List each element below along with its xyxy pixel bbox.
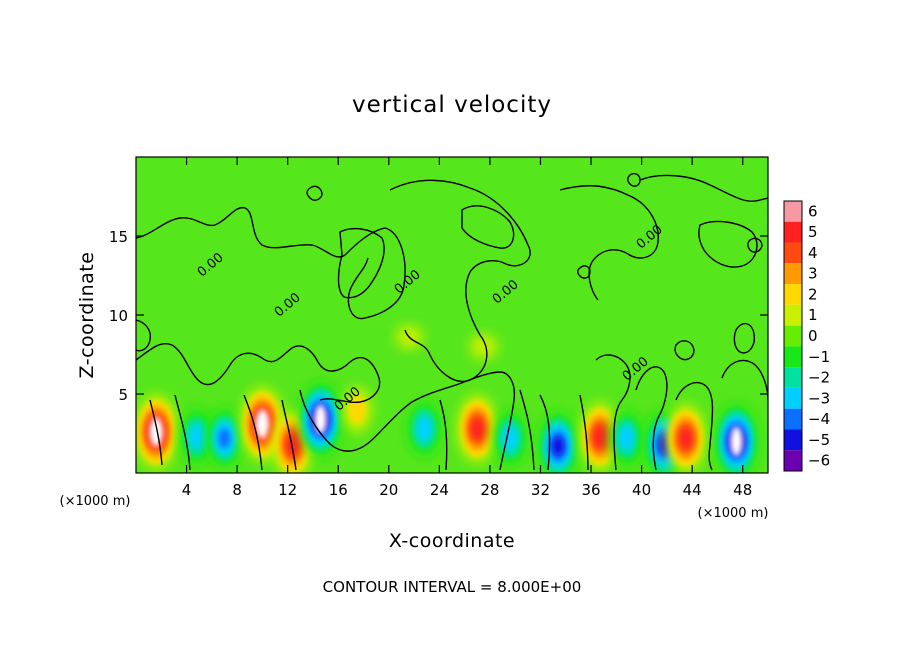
colorbar-tick-label: −2 xyxy=(808,369,830,387)
y-tick-label: 5 xyxy=(118,386,128,404)
colorbar-swatch xyxy=(784,367,802,388)
velocity-cell xyxy=(609,410,644,466)
velocity-cell xyxy=(665,404,706,473)
velocity-contour-band xyxy=(552,436,564,456)
colorbar-swatch xyxy=(784,304,802,326)
velocity-field xyxy=(136,325,758,473)
colorbar-swatch xyxy=(784,242,802,264)
colorbar-tick-label: −4 xyxy=(808,410,830,428)
colorbar-swatch xyxy=(784,263,802,285)
chart-title: vertical velocity xyxy=(352,92,552,118)
x-axis-ticks: 4 8 12 16 20 24 28 32 36 40 44 48 xyxy=(182,157,752,499)
velocity-cell xyxy=(342,387,372,433)
colorbar-tick-label: 1 xyxy=(808,306,818,324)
x-tick-label: 8 xyxy=(232,481,242,499)
contour-interval-note: CONTOUR INTERVAL = 8.000E+00 xyxy=(323,578,582,596)
colorbar-tick-label: −3 xyxy=(808,389,830,407)
colorbar-swatch xyxy=(784,201,802,222)
colorbar-swatch xyxy=(784,450,802,471)
colorbar-swatch xyxy=(784,346,802,368)
velocity-contour-band xyxy=(189,424,204,449)
velocity-contour-band xyxy=(469,334,498,359)
colorbar-swatch xyxy=(784,429,802,451)
velocity-cell xyxy=(714,404,758,473)
colorbar-tick-label: 6 xyxy=(808,202,818,220)
colorbar-tick-label: 2 xyxy=(808,285,818,303)
colorbar-swatch xyxy=(784,325,802,347)
x-unit-label-left: (×1000 m) xyxy=(60,494,131,509)
colorbar-tick-label: −6 xyxy=(808,452,830,470)
velocity-cell xyxy=(493,410,527,466)
x-tick-label: 24 xyxy=(430,481,449,499)
x-tick-label: 28 xyxy=(480,481,499,499)
velocity-cell xyxy=(469,334,498,359)
velocity-cell xyxy=(579,402,620,471)
velocity-peak-core xyxy=(730,426,743,457)
velocity-contour-band xyxy=(680,428,692,448)
velocity-peak-core xyxy=(256,409,269,439)
colorbar-tick-label: 3 xyxy=(808,265,818,283)
velocity-cell xyxy=(457,394,498,463)
y-axis-ticks: 5 10 15 xyxy=(109,228,768,404)
colorbar-tick-label: 4 xyxy=(808,244,818,262)
velocity-contour-band xyxy=(502,426,518,451)
velocity-cell xyxy=(298,382,343,457)
x-tick-label: 12 xyxy=(278,481,297,499)
x-tick-label: 40 xyxy=(632,481,651,499)
colorbar-tick-label: 5 xyxy=(808,223,818,241)
velocity-cell xyxy=(538,412,579,473)
colorbar-tick-label: 0 xyxy=(808,327,818,345)
plot-area: 0.000.000.00 0.000.000.000.00 xyxy=(136,157,768,473)
velocity-contour-band xyxy=(348,396,366,424)
velocity-cell xyxy=(407,401,441,457)
colorbar-swatch xyxy=(784,387,802,409)
x-tick-label: 16 xyxy=(329,481,348,499)
velocity-contour-band xyxy=(619,426,634,451)
velocity-contour-band xyxy=(287,435,299,454)
colorbar-swatch xyxy=(784,221,802,243)
velocity-cell xyxy=(136,394,178,470)
velocity-cell xyxy=(206,409,243,468)
velocity-contour-band xyxy=(416,416,432,441)
zero-contour-lines xyxy=(136,172,768,471)
velocity-peak-core xyxy=(150,417,163,447)
colorbar-frame xyxy=(783,200,803,472)
colorbar-swatch xyxy=(784,284,802,305)
colorbar-tick-label: −1 xyxy=(808,348,830,366)
x-axis-label: X-coordinate xyxy=(389,530,515,552)
velocity-cell xyxy=(240,386,284,462)
x-tick-label: 20 xyxy=(379,481,398,499)
y-tick-label: 15 xyxy=(109,228,128,246)
x-tick-label: 4 xyxy=(182,481,192,499)
colorbar-tick-label: −5 xyxy=(808,431,830,449)
velocity-peak-core xyxy=(314,404,327,435)
x-unit-label-right: (×1000 m) xyxy=(698,506,769,521)
velocity-contour-band xyxy=(471,419,483,439)
colorbar: 6 5 4 3 2 1 0 −1 −2 −3 −4 −5 −6 xyxy=(783,200,830,472)
y-tick-label: 10 xyxy=(109,307,128,325)
velocity-contour-band xyxy=(218,428,231,448)
x-tick-label: 36 xyxy=(581,481,600,499)
x-tick-label: 44 xyxy=(683,481,702,499)
velocity-contour-band xyxy=(594,427,606,446)
y-axis-label: Z-coordinate xyxy=(76,252,98,379)
x-tick-label: 48 xyxy=(733,481,752,499)
x-tick-label: 32 xyxy=(531,481,550,499)
colorbar-swatch xyxy=(784,408,802,430)
